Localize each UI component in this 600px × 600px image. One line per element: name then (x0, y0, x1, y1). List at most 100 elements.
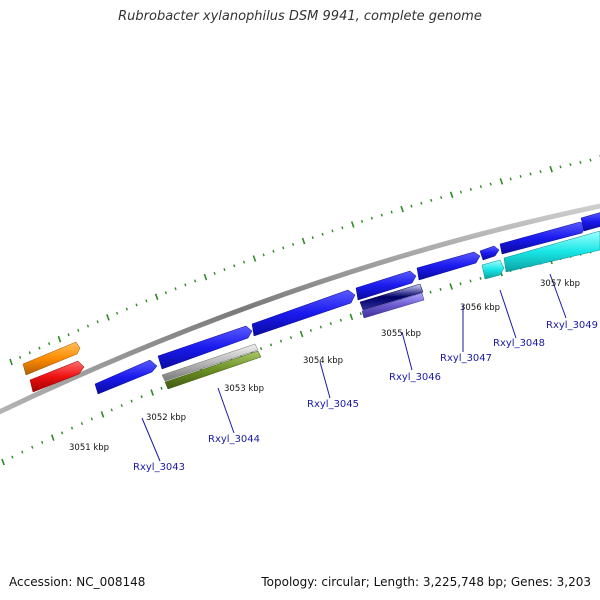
outer-minor-tick (164, 291, 167, 295)
inner-major-tick (349, 313, 354, 321)
navy-feature[interactable] (359, 283, 424, 311)
outer-major-tick (106, 314, 110, 321)
gene-arrow-offscreen[interactable] (580, 212, 600, 232)
outer-minor-tick (135, 303, 138, 307)
outer-major-tick (499, 178, 504, 185)
gene-label-rxyl-3043[interactable]: Rxyl_3043 (133, 462, 185, 473)
outer-minor-tick (28, 351, 31, 355)
inner-major-tick (50, 434, 55, 441)
outer-minor-tick (529, 172, 532, 176)
outer-minor-tick (213, 271, 216, 275)
outer-minor-tick (440, 196, 443, 200)
outer-minor-tick (311, 236, 314, 240)
inner-minor-tick (31, 445, 34, 449)
genome-backbone (0, 203, 600, 415)
kbp-labels: 3051 kbp 3052 kbp 3053 kbp 3054 kbp 3055… (69, 279, 580, 453)
outer-minor-tick (67, 333, 70, 337)
gene-arrow-rxyl-3043[interactable] (94, 359, 158, 395)
inner-minor-tick (459, 282, 462, 286)
outer-minor-tick (145, 299, 148, 303)
outer-minor-tick (370, 216, 373, 220)
gene-arrow-rxyl-3045[interactable] (251, 289, 356, 337)
gene-label-rxyl-3049[interactable]: Rxyl_3049 (546, 320, 598, 331)
red-feature[interactable] (29, 360, 85, 393)
outer-minor-tick (48, 342, 51, 346)
outer-minor-tick (96, 320, 99, 324)
outer-minor-tick (469, 187, 472, 191)
outer-minor-tick (184, 283, 187, 287)
outer-minor-tick (282, 246, 285, 250)
kbp-label-3055: 3055 kbp (381, 329, 421, 339)
gene-arrow-rxyl-3048[interactable] (479, 245, 500, 261)
outer-minor-tick (459, 190, 463, 194)
gene-label-rxyl-3046[interactable]: Rxyl_3046 (389, 372, 441, 383)
outer-minor-tick (589, 158, 592, 162)
inner-minor-tick (319, 325, 322, 329)
inner-minor-tick (279, 339, 283, 343)
kbp-label-3051: 3051 kbp (69, 443, 109, 453)
feature-blocks (22, 230, 600, 393)
inner-minor-tick (269, 343, 273, 347)
inner-minor-tick (289, 336, 293, 340)
cyan-feature-a[interactable] (481, 259, 505, 280)
outer-major-tick (57, 335, 62, 343)
label-connectors (141, 273, 567, 462)
inner-major-tick (1, 458, 5, 466)
outer-major-tick (154, 293, 159, 301)
outer-minor-tick (125, 307, 128, 311)
gene-arrow-rxyl-3047[interactable] (416, 251, 481, 281)
kbp-label-3053: 3053 kbp (224, 384, 264, 394)
inner-minor-tick (80, 422, 84, 426)
outer-minor-tick (321, 232, 324, 236)
purple-feature[interactable] (361, 292, 425, 319)
outer-minor-tick (262, 253, 265, 257)
outer-minor-tick (223, 268, 226, 272)
outer-major-tick (350, 221, 355, 228)
gray-feature[interactable] (161, 343, 259, 382)
inner-minor-tick (479, 276, 482, 280)
cyan-feature-b[interactable] (503, 230, 600, 273)
outer-minor-tick (194, 279, 197, 283)
inner-minor-tick (309, 328, 312, 332)
outer-minor-tick (569, 163, 572, 167)
kbp-label-3054: 3054 kbp (303, 356, 343, 366)
inner-minor-tick (90, 417, 93, 421)
outer-minor-tick (559, 165, 562, 169)
outer-minor-tick (86, 324, 90, 328)
outer-major-tick (252, 255, 257, 262)
outer-minor-tick (509, 177, 512, 181)
inner-minor-tick (70, 426, 74, 430)
outer-minor-tick (77, 328, 80, 332)
olive-feature[interactable] (164, 350, 262, 390)
inner-minor-tick (359, 312, 362, 316)
outer-minor-tick (19, 355, 22, 359)
inner-minor-tick (160, 386, 163, 390)
inner-minor-tick (21, 450, 24, 454)
gene-label-rxyl-3045[interactable]: Rxyl_3045 (307, 399, 359, 410)
outer-minor-tick (390, 210, 393, 214)
kbp-label-3056: 3056 kbp (460, 303, 500, 313)
forward-strand-genes (94, 212, 600, 395)
inner-minor-tick (259, 347, 263, 351)
outer-major-tick (301, 237, 306, 245)
outer-minor-tick (579, 160, 582, 164)
inner-major-tick (100, 411, 105, 418)
inner-major-tick (299, 330, 304, 338)
inner-major-tick (150, 389, 154, 396)
gene-label-rxyl-3044[interactable]: Rxyl_3044 (208, 434, 260, 445)
gene-arrow-rxyl-3044[interactable] (157, 325, 253, 370)
outer-minor-tick (331, 229, 334, 233)
outer-major-tick (400, 205, 404, 213)
outer-major-tick (203, 273, 208, 281)
inner-minor-tick (110, 408, 113, 412)
gene-label-rxyl-3047[interactable]: Rxyl_3047 (440, 353, 492, 364)
inner-minor-tick (120, 404, 123, 408)
outer-minor-tick (174, 287, 177, 291)
inner-minor-tick (339, 318, 342, 322)
orange-feature[interactable] (22, 341, 81, 376)
gene-arrow-rxyl-3046[interactable] (355, 270, 417, 301)
inner-tick-row (1, 247, 600, 466)
outer-minor-tick (479, 185, 482, 189)
gene-label-rxyl-3048[interactable]: Rxyl_3048 (493, 338, 545, 349)
